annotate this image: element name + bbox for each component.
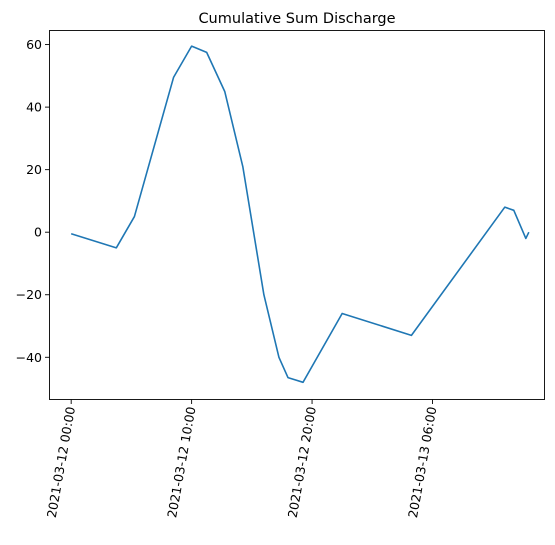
y-axis: 60 40 20 0 −20 −40 [16, 37, 50, 365]
x-axis: 2021-03-12 00:00 2021-03-12 10:00 2021-03-… [44, 399, 439, 519]
x-tick-label: 2021-03-12 00:00 [44, 405, 78, 519]
chart-title: Cumulative Sum Discharge [198, 11, 395, 27]
series-layer [70, 45, 530, 384]
x-tick-label: 2021-03-12 20:00 [285, 405, 319, 519]
plot-background [49, 30, 545, 400]
y-tick-label: 60 [26, 37, 42, 52]
y-tick-label: −40 [16, 350, 42, 365]
y-tick-label: 0 [34, 225, 42, 240]
x-tick-label: 2021-03-12 10:00 [164, 405, 198, 519]
series-line-1 [70, 45, 530, 384]
plot-frame [49, 30, 545, 400]
x-tick-label: 2021-03-13 06:00 [405, 405, 439, 519]
y-tick-label: 40 [26, 100, 42, 115]
y-tick-label: −20 [16, 287, 42, 302]
y-tick-label: 20 [26, 162, 42, 177]
